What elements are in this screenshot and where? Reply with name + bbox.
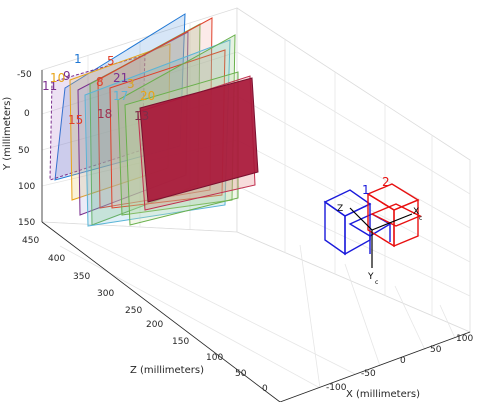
camera-1 bbox=[323, 189, 392, 256]
y-tick-4: 100 bbox=[18, 182, 35, 192]
z-tick-4: 300 bbox=[97, 289, 114, 299]
camera-axis-y-sub: c bbox=[375, 279, 378, 286]
plane-label-5: 5 bbox=[107, 54, 115, 68]
z-axis-label: Z (millimeters) bbox=[130, 365, 204, 376]
z-tick-9: 50 bbox=[235, 369, 247, 379]
plane-13 bbox=[139, 77, 259, 203]
cameras: 1 2 Z X c Y c bbox=[323, 175, 422, 286]
y-tick-2: 0 bbox=[24, 109, 30, 119]
x-tick-2: -50 bbox=[361, 369, 376, 379]
camera-axis-z-label: Z bbox=[337, 204, 343, 214]
z-tick-1: 450 bbox=[22, 236, 39, 246]
camera-axes bbox=[349, 207, 413, 268]
z-axis-ticks: 450 400 350 300 250 200 150 100 50 0 bbox=[22, 236, 268, 394]
z-tick-5: 250 bbox=[125, 306, 142, 316]
z-tick-2: 400 bbox=[48, 254, 65, 264]
plane-label-15: 15 bbox=[68, 113, 83, 127]
plane-label-8: 8 bbox=[96, 75, 104, 89]
x-tick-1: -100 bbox=[326, 383, 347, 393]
plane-label-9: 9 bbox=[63, 69, 71, 83]
x-tick-4: 50 bbox=[430, 345, 442, 355]
camera-axis-y-label: Y bbox=[367, 272, 374, 282]
z-tick-3: 350 bbox=[73, 272, 90, 282]
plane-11 bbox=[49, 54, 146, 181]
x-axis-ticks: -100 -50 0 50 100 bbox=[326, 334, 473, 393]
plane-label-18: 18 bbox=[97, 107, 112, 121]
plane-label-1: 1 bbox=[74, 52, 82, 66]
z-tick-6: 200 bbox=[146, 320, 163, 330]
calibration-planes bbox=[49, 13, 259, 227]
camera-label-1: 1 bbox=[362, 183, 370, 197]
plane-label-11: 11 bbox=[42, 79, 57, 93]
camera-label-2: 2 bbox=[382, 175, 390, 189]
x-tick-5: 100 bbox=[456, 334, 473, 344]
plane-label-3: 3 bbox=[127, 77, 135, 91]
y-tick-1: -50 bbox=[17, 70, 32, 80]
y-axis-ticks: -50 0 50 100 150 bbox=[17, 70, 35, 228]
z-tick-10: 0 bbox=[262, 384, 268, 394]
camera-axis-x-label: X bbox=[413, 207, 419, 217]
grid bbox=[40, 7, 472, 402]
plane-label-20: 20 bbox=[140, 89, 155, 103]
z-tick-7: 150 bbox=[172, 337, 189, 347]
plane-labels: 1 5 11 10 9 8 21 17 20 15 18 13 3 bbox=[42, 52, 155, 127]
plane-label-17: 17 bbox=[113, 89, 128, 103]
camera-2 bbox=[366, 183, 422, 248]
camera-axis-x-sub: c bbox=[419, 215, 422, 222]
x-axis-label: X (millimeters) bbox=[346, 389, 420, 400]
plane-label-21: 21 bbox=[113, 71, 128, 85]
y-tick-3: 50 bbox=[18, 146, 30, 156]
x-tick-3: 0 bbox=[400, 356, 406, 366]
y-tick-5: 150 bbox=[18, 218, 35, 228]
z-tick-8: 100 bbox=[206, 353, 223, 363]
plane-label-10: 10 bbox=[50, 71, 65, 85]
plane-label-13: 13 bbox=[134, 109, 149, 123]
y-axis-label: Y (millimeters) bbox=[2, 97, 13, 171]
